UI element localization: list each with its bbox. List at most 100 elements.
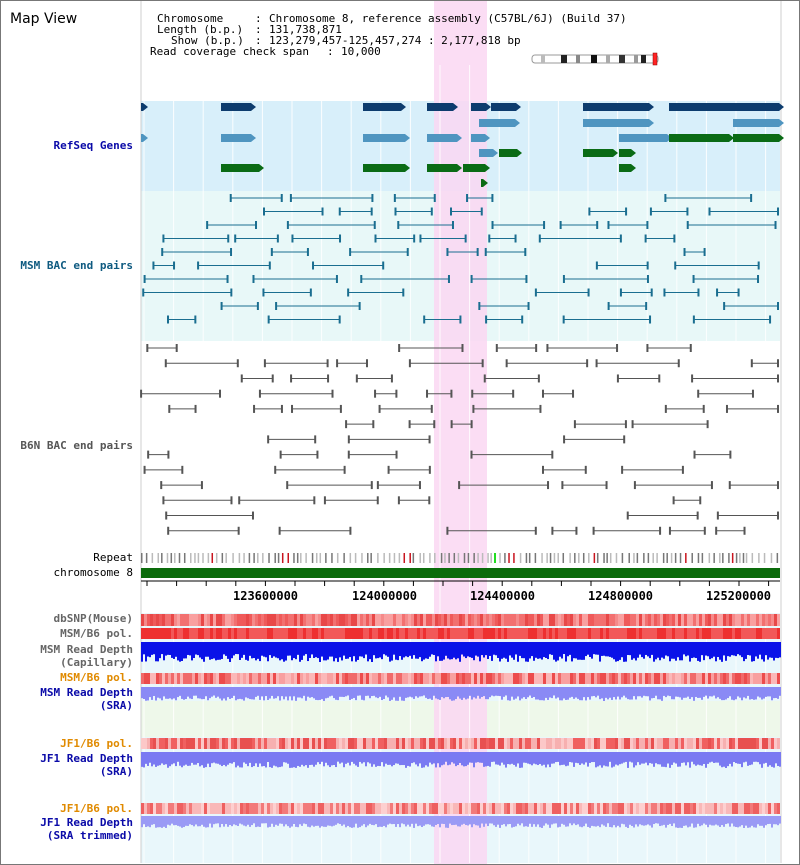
depth-bar: [665, 687, 667, 698]
depth-bar: [543, 642, 545, 658]
depth-bar: [431, 816, 433, 827]
track-label-jf1-trimmed[interactable]: JF1 Read Depth: [40, 816, 133, 829]
strip-cell: [540, 673, 543, 684]
jf1-trimmed-histogram: [141, 816, 781, 828]
depth-bar: [523, 752, 525, 763]
end-pair-marker: [267, 315, 270, 324]
strip-cell: [282, 738, 285, 749]
depth-bar: [297, 752, 299, 766]
depth-bar: [269, 642, 271, 656]
strip-cell: [480, 628, 483, 639]
depth-bar: [151, 687, 153, 700]
depth-bar: [467, 752, 469, 765]
depth-bar: [531, 752, 533, 766]
strip-cell: [768, 738, 771, 749]
end-pair-marker: [327, 374, 330, 383]
strip-cell: [732, 614, 735, 626]
depth-bar: [351, 752, 353, 762]
depth-bar: [635, 752, 637, 766]
track-label-msm-depth-capillary[interactable]: MSM Read Depth: [40, 643, 133, 656]
strip-cell: [750, 628, 753, 639]
strip-cell: [729, 738, 732, 749]
depth-bar: [571, 642, 573, 662]
strip-cell: [150, 738, 153, 749]
end-pair-marker: [505, 359, 508, 368]
depth-bar: [459, 816, 461, 827]
depth-bar: [763, 687, 765, 699]
end-pair-marker: [262, 288, 265, 297]
strip-cell: [354, 738, 357, 749]
strip-cell: [423, 673, 426, 684]
track-label-msm-b6-pol[interactable]: MSM/B6 pol.: [60, 627, 133, 640]
strip-cell: [627, 673, 630, 684]
end-pair-marker: [143, 275, 146, 283]
depth-bar: [369, 816, 371, 824]
strip-cell: [561, 803, 564, 814]
track-label-jf1-b6-pol-trimmed[interactable]: JF1/B6 pol.: [60, 802, 133, 815]
depth-bar: [159, 752, 161, 766]
strip-cell: [696, 673, 699, 684]
strip-cell: [735, 803, 738, 814]
end-pair-marker: [595, 261, 598, 270]
depth-bar: [595, 816, 597, 827]
depth-bar: [223, 687, 225, 699]
strip-cell: [252, 673, 255, 684]
strip-cell: [516, 803, 519, 814]
depth-bar: [403, 816, 405, 825]
depth-bar: [291, 642, 293, 661]
track-label-dbsnp[interactable]: dbSNP(Mouse): [53, 612, 133, 625]
track-label-jf1-b6-pol[interactable]: JF1/B6 pol.: [60, 737, 133, 750]
depth-bar: [747, 752, 749, 766]
depth-bar: [677, 687, 679, 697]
depth-bar: [445, 687, 447, 698]
strip-cell: [396, 673, 399, 684]
repeat-mark: [207, 553, 210, 563]
repeat-mark: [221, 553, 224, 563]
strip-cell: [477, 628, 480, 639]
strip-cell: [210, 628, 213, 639]
depth-bar: [251, 752, 253, 768]
repeat-mark: [434, 553, 436, 563]
depth-bar: [277, 752, 279, 768]
depth-bar: [243, 642, 245, 655]
strip-cell: [240, 738, 243, 749]
gene-block: [363, 103, 401, 111]
depth-bar: [395, 687, 397, 701]
strip-cell: [474, 614, 477, 626]
depth-bar: [257, 816, 259, 827]
track-label-jf1-depth[interactable]: JF1 Read Depth: [40, 752, 133, 765]
depth-bar: [265, 642, 267, 658]
depth-bar: [749, 752, 751, 766]
end-pair-marker: [534, 288, 537, 297]
strip-cell: [621, 673, 624, 684]
strip-cell: [741, 628, 744, 639]
depth-bar: [721, 687, 723, 701]
strip-cell: [420, 738, 423, 749]
track-label-b6n-bac[interactable]: B6N BAC end pairs: [20, 439, 133, 452]
strip-cell: [291, 673, 294, 684]
depth-bar: [677, 816, 679, 828]
depth-bar: [433, 752, 435, 764]
track-label-refseq-genes[interactable]: RefSeq Genes: [53, 139, 133, 152]
strip-cell: [633, 628, 636, 639]
track-label-msm-bac[interactable]: MSM BAC end pairs: [20, 259, 133, 272]
strip-cell: [591, 673, 594, 684]
depth-bar: [629, 752, 631, 762]
depth-bar: [257, 642, 259, 659]
depth-bar: [575, 687, 577, 698]
end-pair-marker: [461, 344, 464, 352]
end-pair-marker: [220, 302, 223, 310]
depth-bar: [569, 642, 571, 655]
depth-bar: [143, 816, 145, 825]
strip-cell: [417, 803, 420, 814]
strip-cell: [231, 738, 234, 749]
depth-bar: [521, 687, 523, 699]
track-label-msm-b6-pol-sra[interactable]: MSM/B6 pol.: [60, 671, 133, 684]
depth-bar: [447, 642, 449, 659]
track-label-msm-depth-sra[interactable]: MSM Read Depth: [40, 686, 133, 699]
strip-cell: [288, 738, 291, 749]
depth-bar: [669, 816, 671, 824]
depth-bar: [301, 687, 303, 699]
